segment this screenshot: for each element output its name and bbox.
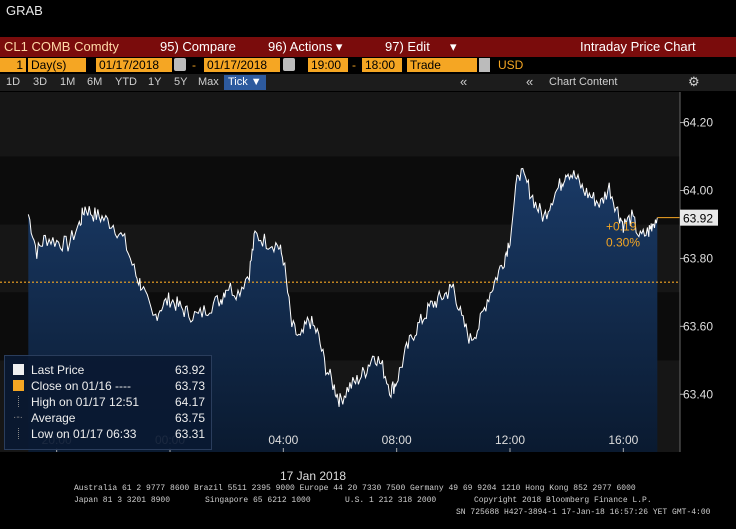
legend-average: ·-· Average 63.75 (13, 410, 205, 426)
legend-average-marker: ·-· (13, 412, 23, 423)
change-abs-label: +0.19 (606, 220, 637, 234)
y-tick-label: 63.60 (683, 319, 713, 333)
date-dash: - (192, 58, 196, 72)
x-tick-label: 04:00 (268, 433, 298, 447)
y-tick-label: 64.20 (683, 116, 713, 130)
legend-last-swatch (13, 364, 24, 375)
range-1y[interactable]: 1Y (148, 76, 162, 88)
legend-close-value: 63.73 (174, 379, 205, 393)
settings-gear-icon[interactable]: ⚙ (688, 74, 700, 89)
legend-high-value: 64.17 (174, 395, 205, 409)
range-1d[interactable]: 1D (6, 76, 21, 88)
footer-phones-singapore: Singapore 65 6212 1000 (205, 496, 311, 505)
footer-phones-1: Australia 61 2 9777 8600 Brazil 5511 239… (74, 484, 636, 493)
y-tick-label: 63.40 (683, 387, 713, 401)
footer-phones-us: U.S. 1 212 318 2000 (345, 496, 437, 505)
period-unit-select[interactable]: Day(s) (28, 58, 86, 72)
security-ticker[interactable]: CL1 COMB Comdty (4, 39, 119, 54)
last-price-value: 63.92 (683, 212, 713, 226)
legend-close: Close on 01/16 ---- 63.73 (13, 378, 205, 394)
edit-caret-icon[interactable]: ▾ (450, 39, 457, 54)
actions-button[interactable]: 96) Actions ▾ (268, 39, 343, 54)
range-max[interactable]: Max (198, 76, 219, 88)
chart-area: 64.20 64.00 63.80 63.60 63.40 63.92 +0.19 0.30%… (0, 92, 736, 452)
legend-low-value: 63.31 (174, 427, 205, 441)
legend-high-label: High on 01/17 12:51 (31, 395, 140, 409)
range-bar: 1D 3D 1M 6M YTD 1Y 5Y Max Tick ▼ « « Cha… (0, 74, 736, 91)
legend-close-label: Close on 01/16 ---- (31, 379, 132, 393)
x-tick-label: 12:00 (495, 433, 525, 447)
footer: Australia 61 2 9777 8600 Brazil 5511 239… (0, 482, 736, 529)
legend-last-label: Last Price (31, 363, 85, 377)
legend-average-value: 63.75 (174, 411, 205, 425)
date-controls: 1 Day(s) 01/17/2018 - 01/17/2018 19:00 -… (0, 57, 736, 74)
toolbar: CL1 COMB Comdty 95) Compare 96) Actions … (0, 37, 736, 57)
collapse-right-icon[interactable]: « (526, 74, 534, 89)
field-dropdown-icon[interactable] (479, 58, 490, 72)
legend-low: Low on 01/17 06:33 63.31 (13, 426, 205, 442)
x-tick-label: 08:00 (382, 433, 412, 447)
range-6m[interactable]: 6M (87, 76, 103, 88)
y-axis: 64.20 64.00 63.80 63.60 63.40 63.92 +0.19 0.30% (606, 92, 718, 452)
y-tick-label: 64.00 (683, 183, 713, 197)
chart-content-button[interactable]: Chart Content (549, 76, 618, 88)
legend-average-label: Average (31, 411, 76, 425)
edit-button[interactable]: 97) Edit (385, 39, 430, 54)
period-number-input[interactable]: 1 (0, 58, 26, 72)
window-titlebar: GRAB (0, 0, 736, 36)
change-pct-label: 0.30% (606, 236, 640, 250)
collapse-left-icon[interactable]: « (460, 74, 468, 89)
legend-low-marker (18, 428, 20, 439)
legend-low-label: Low on 01/17 06:33 (31, 427, 137, 441)
last-price-box (680, 209, 718, 226)
legend-high-marker (18, 396, 20, 407)
legend-last-price: Last Price 63.92 (13, 362, 205, 378)
tick-range-select[interactable]: Tick ▼ (224, 75, 266, 90)
footer-copyright: Copyright 2018 Bloomberg Finance L.P. (474, 496, 652, 505)
end-calendar-icon[interactable] (283, 58, 295, 71)
y-tick-label: 63.80 (683, 251, 713, 265)
chart-name: Intraday Price Chart (580, 39, 696, 54)
x-tick-label: 16:00 (608, 433, 638, 447)
range-1m[interactable]: 1M (60, 76, 76, 88)
end-time-input[interactable]: 18:00 (362, 58, 402, 72)
x-axis-date-label: 17 Jan 2018 (280, 469, 347, 483)
start-time-input[interactable]: 19:00 (308, 58, 348, 72)
footer-serial: SN 725688 H427-3894-1 17-Jan-18 16:57:26… (456, 508, 711, 517)
chart-legend: Last Price 63.92 Close on 01/16 ---- 63.… (4, 355, 212, 450)
price-line (27, 167, 658, 407)
field-select[interactable]: Trade (407, 58, 477, 72)
currency-label: USD (498, 58, 524, 72)
end-date-input[interactable]: 01/17/2018 (204, 58, 280, 72)
start-date-input[interactable]: 01/17/2018 (96, 58, 172, 72)
legend-last-value: 63.92 (174, 363, 205, 377)
legend-close-swatch (13, 380, 24, 391)
range-ytd[interactable]: YTD (115, 76, 137, 88)
price-line-layer (27, 167, 680, 407)
legend-high: High on 01/17 12:51 64.17 (13, 394, 205, 410)
time-dash: - (352, 58, 356, 72)
window-title: GRAB (6, 3, 43, 18)
range-5y[interactable]: 5Y (174, 76, 188, 88)
compare-button[interactable]: 95) Compare (160, 39, 236, 54)
chart-band-1 (0, 92, 680, 157)
start-calendar-icon[interactable] (174, 58, 186, 71)
footer-phones-japan: Japan 81 3 3201 8900 (74, 496, 171, 505)
range-3d[interactable]: 3D (33, 76, 48, 88)
